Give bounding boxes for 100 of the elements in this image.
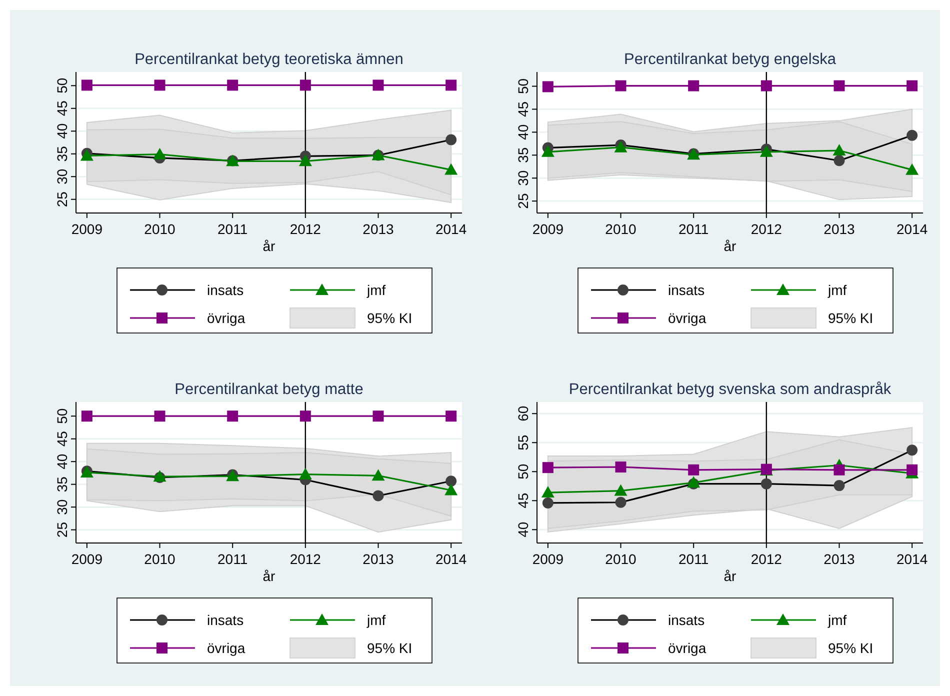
- legend-label: övriga: [207, 640, 246, 656]
- point: [615, 461, 626, 472]
- y-tick-label: 50: [515, 78, 531, 94]
- y-tick-label: 35: [515, 147, 531, 163]
- legend-label: insats: [207, 612, 244, 628]
- y-tick-label: 55: [515, 434, 531, 450]
- point: [300, 80, 311, 91]
- x-tick-label: 2012: [290, 551, 322, 567]
- y-tick-label: 40: [54, 123, 70, 139]
- point: [81, 410, 92, 422]
- point: [615, 80, 626, 92]
- point: [906, 163, 919, 175]
- x-tick-label: 2010: [144, 221, 176, 237]
- legend-label: jmf: [366, 612, 386, 628]
- y-tick-label: 50: [515, 464, 531, 480]
- y-tick-label: 40: [54, 454, 70, 470]
- legend-label: övriga: [668, 640, 706, 656]
- x-tick-label: 2012: [750, 551, 782, 567]
- point: [906, 80, 918, 92]
- y-tick-label: 40: [515, 522, 531, 538]
- x-axis-title: år: [262, 568, 276, 584]
- point: [541, 145, 554, 157]
- x-axis-title: år: [724, 568, 737, 584]
- y-tick-label: 45: [515, 101, 531, 117]
- x-tick-label: 2011: [678, 221, 709, 237]
- chart-title: Percentilrankat betyg svenska som andraspråk: [568, 381, 892, 398]
- point: [614, 484, 628, 496]
- chart-title: Percentilrankat betyg teoretiska ämnen: [134, 51, 404, 68]
- x-tick-label: 2010: [605, 221, 637, 237]
- point: [298, 154, 312, 166]
- y-tick-label: 35: [54, 146, 70, 162]
- x-tick-label: 2012: [750, 221, 782, 237]
- x-tick-label: 2013: [362, 551, 394, 567]
- y-tick-label: 35: [54, 476, 70, 492]
- x-tick-label: 2013: [824, 221, 856, 237]
- legend-label: övriga: [668, 310, 706, 326]
- legend-label: jmf: [827, 282, 847, 298]
- x-tick-label: 2014: [896, 551, 928, 567]
- x-tick-label: 2010: [144, 551, 176, 567]
- point: [541, 486, 554, 498]
- y-tick-label: 30: [515, 170, 531, 186]
- x-tick-label: 2009: [71, 221, 103, 237]
- y-tick-label: 45: [54, 100, 70, 116]
- point: [688, 80, 700, 92]
- y-tick-label: 60: [515, 406, 531, 422]
- y-tick-label: 25: [515, 193, 531, 209]
- point: [446, 410, 457, 422]
- legend-label: jmf: [827, 612, 847, 628]
- x-tick-label: 2011: [678, 551, 709, 567]
- point: [688, 464, 700, 476]
- x-axis-title: år: [262, 238, 276, 254]
- point: [154, 80, 166, 91]
- x-tick-label: 2014: [896, 221, 928, 237]
- legend-label: insats: [668, 282, 705, 298]
- x-tick-label: 2011: [218, 221, 248, 237]
- y-tick-label: 25: [54, 522, 70, 538]
- point: [542, 81, 554, 92]
- x-tick-label: 2009: [71, 551, 103, 567]
- y-tick-label: 45: [515, 492, 531, 508]
- legend-label: övriga: [207, 310, 246, 326]
- x-tick-label: 2013: [362, 221, 394, 237]
- y-tick-label: 30: [54, 168, 70, 184]
- point: [832, 144, 846, 156]
- point: [372, 80, 384, 91]
- text: 95% KI: [828, 640, 874, 656]
- y-tick-label: 40: [515, 124, 531, 140]
- point: [542, 462, 554, 474]
- point: [834, 80, 845, 92]
- x-tick-label: 2014: [435, 551, 467, 567]
- chart-title: Percentilrankat betyg engelska: [624, 51, 836, 68]
- legend-label: jmf: [366, 282, 386, 298]
- y-tick-label: 50: [54, 78, 70, 94]
- point: [227, 410, 238, 422]
- point: [227, 80, 238, 91]
- y-tick-label: 25: [54, 191, 70, 208]
- x-tick-label: 2014: [435, 221, 467, 237]
- x-tick-label: 2013: [824, 551, 856, 567]
- x-tick-label: 2009: [532, 221, 564, 237]
- point: [298, 468, 312, 480]
- x-tick-label: 2009: [532, 551, 564, 567]
- point: [300, 410, 311, 422]
- y-tick-label: 45: [54, 430, 70, 447]
- text: 95% KI: [367, 640, 412, 656]
- legend-label: insats: [668, 612, 705, 628]
- text: 95% KI: [828, 310, 874, 326]
- x-tick-label: 2010: [605, 551, 637, 567]
- point: [444, 163, 458, 175]
- point: [446, 80, 457, 91]
- point: [760, 80, 772, 92]
- y-tick-label: 50: [54, 408, 70, 424]
- text: 95% KI: [367, 310, 412, 326]
- point: [372, 410, 384, 422]
- point: [372, 469, 385, 481]
- chart-title: Percentilrankat betyg matte: [174, 381, 364, 398]
- x-axis-title: år: [724, 238, 737, 254]
- point: [81, 80, 92, 91]
- legend-label: insats: [207, 282, 244, 298]
- x-tick-label: 2011: [218, 551, 248, 567]
- point: [906, 464, 918, 476]
- point: [153, 148, 166, 160]
